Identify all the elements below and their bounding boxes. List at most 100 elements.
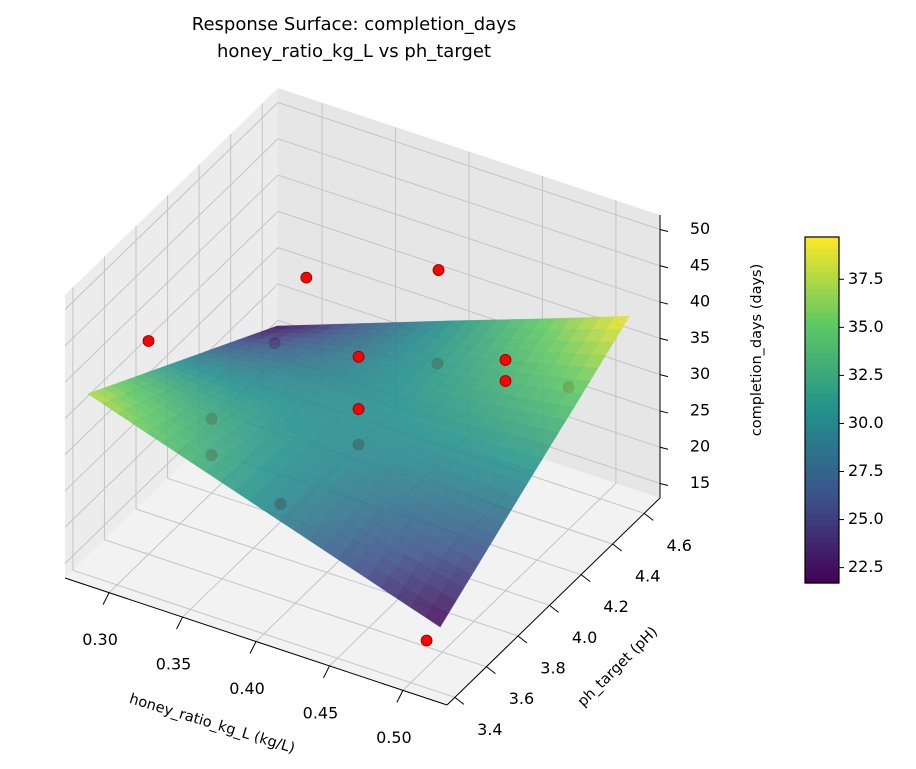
y-tick-label: 4.6: [666, 536, 691, 555]
z-tick: [659, 410, 669, 414]
colorbar-cell: [805, 311, 839, 319]
surface-patch: [229, 323, 366, 356]
grid-line: [402, 482, 617, 691]
z-tick: [659, 483, 669, 486]
colorbar-cell: [805, 237, 839, 244]
colorbar-cell: [805, 294, 839, 302]
x-tick-label: 0.30: [82, 630, 118, 649]
colorbar-tick-label: 32.5: [848, 365, 884, 384]
z-tick: [659, 446, 669, 450]
colorbar-cell: [805, 421, 839, 428]
colorbar-cell: [805, 577, 839, 584]
colorbar-cell: [805, 559, 839, 567]
colorbar-cell: [805, 283, 839, 290]
y-tick-label: 4.4: [635, 567, 660, 586]
z-tick: [659, 374, 669, 378]
surface-patch: [87, 376, 224, 453]
data-point: [432, 264, 445, 276]
colorbar-cell: [805, 496, 839, 503]
y-tick: [454, 696, 465, 705]
y-tick: [486, 666, 496, 675]
colorbar-cell: [805, 490, 839, 498]
y-tick-label: 3.4: [477, 720, 502, 739]
colorbar-cell: [805, 375, 839, 382]
colorbar-cell: [805, 571, 839, 578]
x-tick-label: 0.50: [376, 728, 412, 747]
grid-line: [72, 569, 456, 698]
z-tick-label: 35: [690, 328, 710, 347]
colorbar-cell: [805, 427, 839, 434]
grid-line: [135, 508, 519, 637]
colorbar-cell: [805, 346, 839, 353]
x-tick: [249, 641, 257, 654]
surface-cell: [559, 391, 583, 408]
surface-patch: [310, 415, 448, 507]
colorbar-tick-label: 35.0: [848, 317, 884, 336]
colorbar-tick-label: 27.5: [848, 461, 884, 480]
data-point: [352, 350, 365, 363]
y-tick-label: 3.8: [540, 659, 565, 678]
colorbar-tick-label: 22.5: [848, 557, 884, 576]
z-tick: [659, 301, 669, 305]
colorbar-cell: [805, 450, 839, 457]
surface-patch: [446, 381, 583, 472]
data-point: [499, 375, 512, 387]
y-axis-line: [446, 497, 661, 706]
colorbar-cell: [805, 456, 839, 463]
colorbar-cell: [805, 542, 839, 549]
colorbar-cell: [805, 323, 839, 330]
colorbar-cell: [805, 444, 839, 451]
z-tick: [659, 337, 669, 341]
colorbar-cell: [805, 508, 839, 515]
colorbar-cell: [805, 300, 839, 307]
colorbar-cell: [805, 369, 839, 376]
colorbar-cell: [805, 288, 839, 296]
data-point: [142, 335, 155, 347]
colorbar-cell: [805, 335, 839, 342]
z-tick-label: 20: [690, 437, 710, 456]
surface-cell: [511, 466, 536, 485]
chart-subtitle: honey_ratio_kg_L vs ph_target: [217, 41, 491, 62]
x-tick: [396, 690, 404, 703]
colorbar-cell: [805, 525, 839, 532]
x-tick-label: 0.40: [229, 679, 265, 698]
surface-patch: [175, 419, 312, 511]
x-tick: [102, 592, 110, 605]
x-axis-line: [64, 577, 448, 706]
grid-line: [104, 539, 487, 668]
z-tick: [659, 265, 669, 269]
colorbar-cell: [805, 398, 839, 405]
surface-patch: [358, 367, 495, 444]
x-tick: [176, 616, 183, 630]
x-tick: [323, 665, 330, 679]
y-tick: [517, 635, 528, 644]
colorbar-cell: [805, 404, 839, 411]
y-tick: [549, 604, 559, 613]
grid-line: [277, 102, 661, 230]
colorbar-cell: [805, 358, 839, 365]
colorbar-cell: [805, 502, 839, 509]
z-tick-label: 25: [690, 400, 710, 419]
y-tick-label: 4.0: [572, 628, 597, 647]
colorbar-frame: [804, 236, 840, 584]
surface-patch: [222, 387, 359, 464]
colorbar-cell: [805, 473, 839, 480]
z-tick-label: 50: [690, 219, 710, 238]
data-point: [499, 354, 512, 366]
surface-patch: [181, 342, 319, 388]
colorbar-cell: [805, 519, 839, 526]
colorbar-cell: [805, 392, 839, 400]
surface-patch: [405, 318, 542, 382]
chart-title: Response Surface: completion_days: [192, 14, 516, 35]
colorbar-cell: [805, 386, 839, 394]
colorbar-cell: [805, 438, 839, 446]
data-point: [300, 271, 313, 284]
colorbar-cell: [805, 329, 839, 336]
colorbar-cell: [805, 271, 839, 278]
grid-line: [64, 211, 279, 419]
colorbar-cell: [805, 513, 839, 521]
data-point: [352, 403, 365, 415]
y-tick: [580, 574, 591, 583]
colorbar-cell: [805, 531, 839, 538]
